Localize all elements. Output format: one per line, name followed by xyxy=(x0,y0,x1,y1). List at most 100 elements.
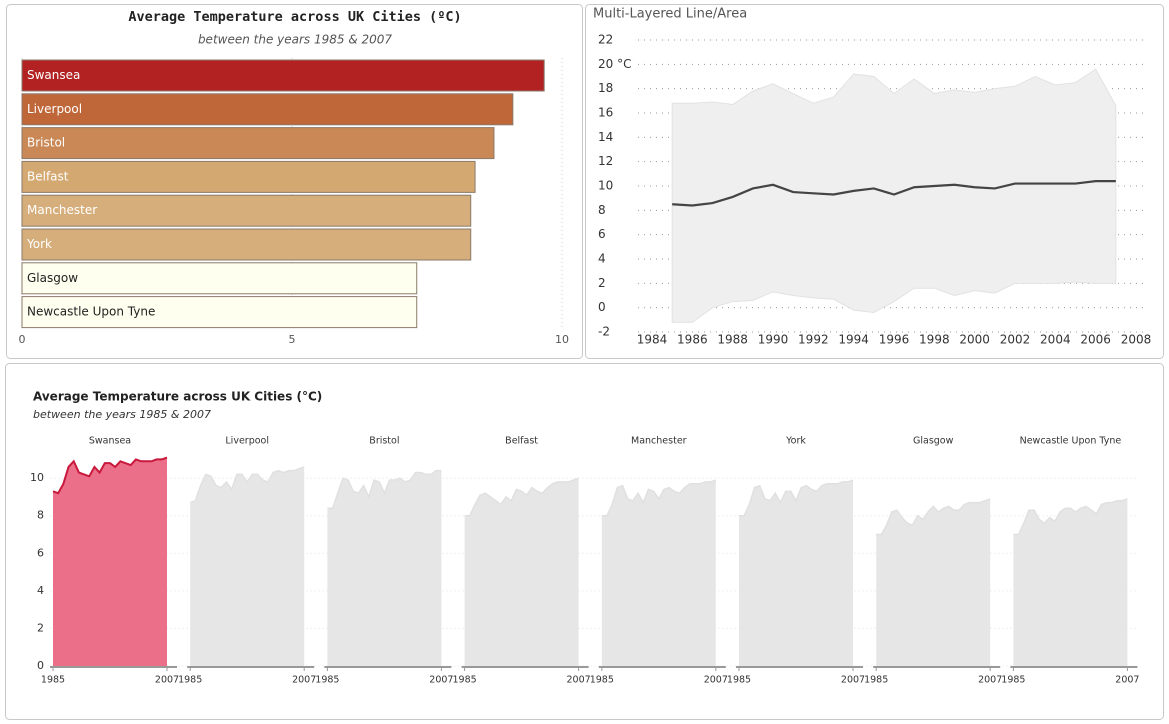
x-tick-label: 1985 xyxy=(453,675,477,686)
area xyxy=(1013,498,1128,666)
x-tick-label: 2007 xyxy=(292,675,316,686)
x-tick-label: 2007 xyxy=(978,675,1002,686)
x-tick-label: 2002 xyxy=(1000,333,1031,347)
x-tick-label: 2008 xyxy=(1121,333,1152,347)
bar xyxy=(21,127,495,160)
panel-title: Bristol xyxy=(369,436,399,447)
line xyxy=(464,477,579,517)
x-tick-label: 1985 xyxy=(41,675,65,686)
x-tick-label: 1985 xyxy=(727,675,751,686)
y-tick-label: 2 xyxy=(598,276,606,290)
y-tick-label: 18 xyxy=(598,81,613,95)
line xyxy=(601,479,717,517)
bar-label: Swansea xyxy=(27,68,80,82)
y-tick-label: 12 xyxy=(598,154,613,168)
x-tick-label: 1984 xyxy=(637,333,668,347)
x-tick-label: 1985 xyxy=(864,675,888,686)
y-tick-label: -2 xyxy=(598,325,610,339)
x-tick-label: 1988 xyxy=(717,333,748,347)
x-tick-label: 2004 xyxy=(1040,333,1071,347)
area xyxy=(53,457,167,666)
y-tick-label: 16 xyxy=(598,106,613,120)
y-tick-label: 8 xyxy=(598,203,606,217)
y-tick-label: 14 xyxy=(598,130,613,144)
y-tick-label: 6 xyxy=(37,546,44,559)
x-tick-label: 1985 xyxy=(1001,675,1025,686)
y-tick-label: 0 xyxy=(598,300,606,314)
x-tick-label: 1996 xyxy=(879,333,910,347)
bar-label: Bristol xyxy=(27,136,65,150)
line xyxy=(739,479,854,517)
x-tick-label: 2007 xyxy=(567,675,591,686)
x-tick-label: 2007 xyxy=(429,675,453,686)
y-tick-label: 2 xyxy=(37,621,44,634)
y-tick-label: 20 °C xyxy=(598,57,631,71)
panel-title: Newcastle Upon Tyne xyxy=(1020,436,1122,447)
area xyxy=(601,480,716,666)
bar-label: York xyxy=(26,237,52,251)
panel-title: Manchester xyxy=(631,436,687,447)
bar xyxy=(21,194,472,227)
bar-label: Manchester xyxy=(27,203,97,217)
area xyxy=(739,480,853,666)
line xyxy=(327,469,442,509)
area xyxy=(327,470,442,666)
chart-title: Average Temperature across UK Cities (°C… xyxy=(33,390,322,404)
chart-title: Average Temperature across UK Cities (ºC… xyxy=(128,9,461,25)
x-tick-label: 2000 xyxy=(959,333,990,347)
area xyxy=(464,478,579,666)
line xyxy=(189,466,305,504)
panel-title: Liverpool xyxy=(225,436,269,447)
x-tick-label: 10 xyxy=(555,333,569,346)
bar-label: Glasgow xyxy=(27,271,78,285)
y-tick-label: 6 xyxy=(598,227,606,241)
bar xyxy=(21,160,476,193)
panel-title: Glasgow xyxy=(913,436,954,447)
x-tick-label: 0 xyxy=(19,333,26,346)
panel-title: Belfast xyxy=(505,436,538,447)
area xyxy=(876,498,991,666)
x-tick-label: 1994 xyxy=(838,333,869,347)
x-tick-label: 1985 xyxy=(315,675,339,686)
y-tick-label: 4 xyxy=(37,584,44,597)
y-tick-label: 10 xyxy=(30,471,44,484)
bar xyxy=(21,93,514,126)
panel-title: York xyxy=(785,436,806,447)
bar-label: Liverpool xyxy=(27,102,82,116)
bar xyxy=(21,262,418,295)
bar xyxy=(21,59,545,92)
x-tick-label: 1985 xyxy=(590,675,614,686)
x-tick-label: 1985 xyxy=(178,675,202,686)
x-tick-label: 1992 xyxy=(798,333,829,347)
line xyxy=(672,180,1116,207)
x-tick-label: 2007 xyxy=(1115,675,1139,686)
line xyxy=(52,456,168,495)
chart-subtitle: between the years 1985 & 2007 xyxy=(33,408,211,421)
y-tick-label: 10 xyxy=(598,179,613,193)
line xyxy=(876,498,991,536)
bar-label: Belfast xyxy=(27,169,69,183)
x-tick-label: 2007 xyxy=(155,675,179,686)
band-area xyxy=(671,68,1117,323)
chart-subtitle: between the years 1985 & 2007 xyxy=(198,33,392,47)
bar xyxy=(21,296,418,329)
y-tick-label: 22 xyxy=(598,33,613,47)
x-tick-label: 1986 xyxy=(677,333,708,347)
x-tick-label: 1998 xyxy=(919,333,950,347)
x-tick-label: 5 xyxy=(289,333,296,346)
panel-title: Swansea xyxy=(89,436,131,447)
x-tick-label: 2007 xyxy=(841,675,865,686)
bar xyxy=(21,228,472,261)
y-tick-label: 8 xyxy=(37,509,44,522)
y-tick-label: 0 xyxy=(37,659,44,672)
x-tick-label: 2006 xyxy=(1080,333,1111,347)
x-tick-label: 1990 xyxy=(758,333,789,347)
x-tick-label: 2007 xyxy=(704,675,728,686)
chart-title: Multi-Layered Line/Area xyxy=(593,7,747,22)
line xyxy=(1013,498,1128,536)
bar-label: Newcastle Upon Tyne xyxy=(27,305,155,319)
area xyxy=(190,466,305,666)
y-tick-label: 4 xyxy=(598,252,606,266)
